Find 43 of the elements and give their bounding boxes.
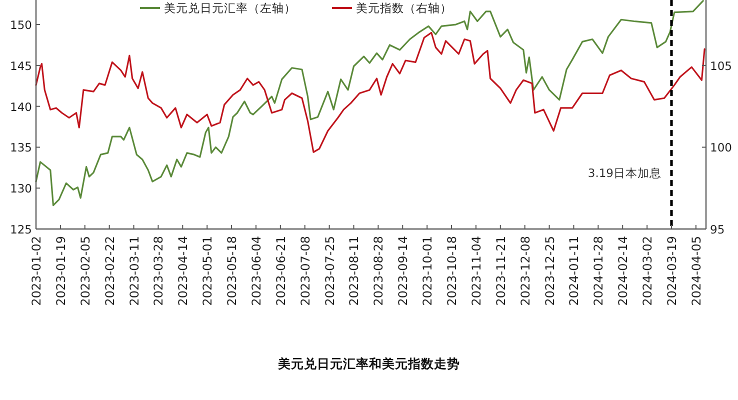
x-tick-label: 2023-04-14 (176, 236, 190, 306)
y2-tick-label: 100 (710, 140, 732, 155)
x-tick-label: 2023-05-01 (200, 236, 215, 306)
x-tick-label: 2023-05-18 (225, 236, 240, 306)
x-tick-label: 2023-11-21 (494, 236, 508, 306)
x-tick-label: 2023-03-11 (127, 236, 142, 306)
x-tick-label: 2023-03-28 (152, 236, 166, 306)
legend-label: 美元指数（右轴） (356, 1, 452, 15)
x-tick-label: 2023-10-18 (445, 236, 460, 306)
x-tick-label: 2024-03-02 (640, 236, 655, 306)
x-tick-label: 2024-01-11 (567, 236, 582, 306)
x-tick-label: 2024-04-05 (689, 236, 704, 306)
x-tick-label: 2023-06-21 (274, 236, 288, 306)
text: 美元兑日元汇率和美元指数走势 (277, 356, 460, 371)
y-tick-label: 130 (10, 182, 32, 196)
x-tick-label: 2024-03-19 (664, 236, 679, 306)
x-tick-label: 2023-06-04 (249, 236, 264, 306)
x-tick-label: 2023-07-25 (322, 236, 337, 306)
legend-label: 美元兑日元汇率（左轴） (164, 1, 296, 15)
x-tick-label: 2023-02-22 (102, 236, 117, 306)
x-tick-label: 2023-01-02 (30, 236, 44, 306)
x-tick-label: 2023-01-19 (54, 236, 68, 306)
x-tick-label: 2023-11-04 (469, 236, 484, 306)
ref-line-label: 3.19日本加息 (588, 166, 662, 180)
x-tick-label: 2023-12-25 (542, 236, 557, 306)
x-tick-label: 2023-09-14 (396, 236, 410, 306)
y2-tick-label: 95 (710, 222, 725, 236)
x-tick-label: 2024-01-28 (592, 236, 606, 306)
y-tick-label: 140 (10, 100, 32, 114)
y2-tick-label: 105 (710, 58, 732, 73)
y-tick-label: 135 (10, 140, 32, 155)
x-tick-label: 2024-02-14 (616, 236, 630, 306)
x-tick-label: 2023-12-08 (518, 236, 532, 306)
y-tick-label: 145 (10, 58, 32, 73)
x-tick-label: 2023-10-01 (420, 236, 435, 306)
legend-美元指数（右轴）: 美元指数（右轴） (332, 1, 452, 15)
legend-美元兑日元汇率（左轴）: 美元兑日元汇率（左轴） (140, 1, 296, 15)
x-tick-label: 2023-08-28 (372, 236, 386, 306)
x-tick-label: 2023-07-08 (298, 236, 312, 306)
y-tick-label: 150 (10, 18, 32, 32)
y-tick-label: 125 (10, 222, 32, 236)
x-tick-label: 2023-08-11 (347, 236, 362, 306)
x-tick-label: 2023-02-05 (78, 236, 92, 306)
